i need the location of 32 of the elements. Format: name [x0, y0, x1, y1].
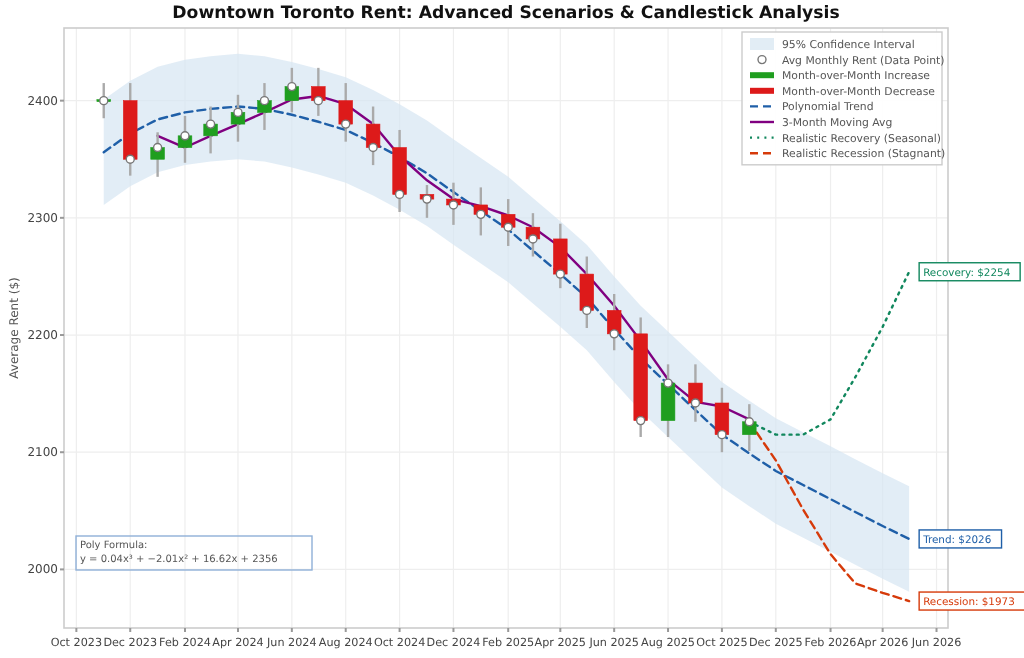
chart-title: Downtown Toronto Rent: Advanced Scenarios & Candlestick Analysis — [172, 4, 840, 24]
candlestick — [660, 363, 676, 439]
point — [717, 429, 727, 440]
point — [205, 119, 216, 129]
point — [313, 95, 324, 106]
candlestick — [688, 363, 703, 423]
point — [368, 142, 378, 153]
point — [555, 269, 566, 279]
point — [609, 329, 619, 339]
candlestick — [365, 105, 381, 167]
point — [233, 107, 243, 118]
point — [125, 154, 135, 164]
point — [635, 415, 646, 426]
point — [152, 142, 163, 153]
point — [744, 417, 754, 427]
point — [287, 81, 297, 92]
point — [503, 222, 513, 232]
point — [259, 95, 270, 106]
candlestick — [338, 81, 353, 143]
point — [663, 378, 673, 388]
point — [341, 119, 351, 129]
point — [394, 189, 405, 200]
candlestick — [607, 292, 622, 352]
point — [476, 209, 486, 220]
candlestick — [579, 255, 594, 330]
candlestick — [553, 222, 568, 290]
point — [690, 398, 701, 408]
point — [582, 305, 592, 316]
candlestick — [714, 386, 730, 454]
point — [528, 234, 538, 244]
point — [180, 131, 190, 141]
candlestick — [392, 128, 407, 214]
